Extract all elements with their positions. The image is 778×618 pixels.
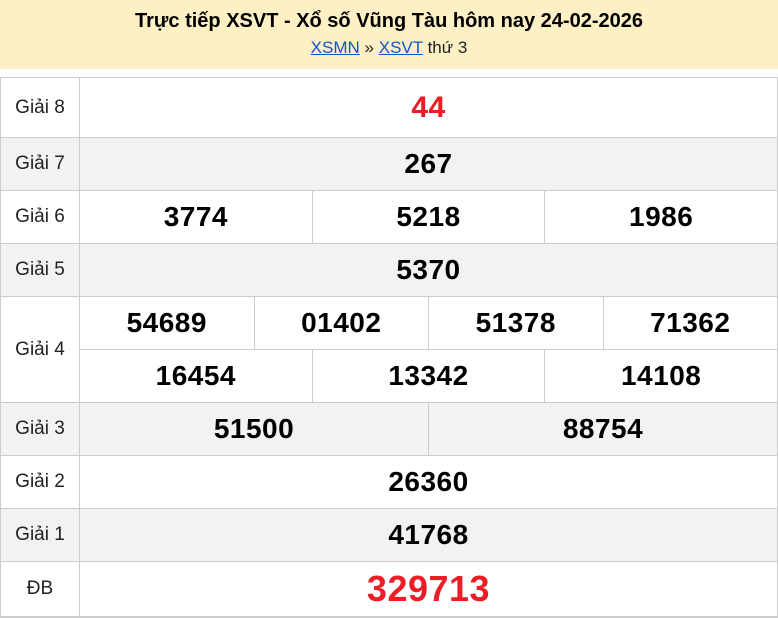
page-header: Trực tiếp XSVT - Xổ số Vũng Tàu hôm nay … bbox=[0, 0, 778, 69]
prize-line: 26360 bbox=[80, 456, 777, 508]
prize-number: 5218 bbox=[311, 191, 545, 243]
prize-numbers-giai-8: 44 bbox=[80, 78, 777, 137]
prize-line: 3774 5218 1986 bbox=[80, 191, 777, 243]
prize-number: 44 bbox=[411, 90, 446, 124]
prize-row-giai-5: Giải 5 5370 bbox=[1, 244, 777, 297]
prize-numbers-giai-6: 3774 5218 1986 bbox=[80, 191, 777, 243]
prize-number: 88754 bbox=[428, 403, 777, 455]
prize-row-giai-6: Giải 6 3774 5218 1986 bbox=[1, 191, 777, 244]
prize-number: 26360 bbox=[388, 466, 469, 497]
prize-line: 5370 bbox=[80, 244, 777, 296]
breadcrumb-link-xsvt[interactable]: XSVT bbox=[378, 38, 423, 57]
prize-numbers-giai-5: 5370 bbox=[80, 244, 777, 296]
results-table: Giải 8 44 Giải 7 267 Giải 6 3774 5218 1986 Giải … bbox=[0, 77, 778, 618]
prize-label-giai-3: Giải 3 bbox=[1, 403, 80, 455]
prize-label-giai-5: Giải 5 bbox=[1, 244, 80, 296]
prize-line: 54689 01402 51378 71362 bbox=[80, 297, 777, 349]
prize-numbers-giai-7: 267 bbox=[80, 138, 777, 190]
prize-numbers-giai-4: 54689 01402 51378 71362 16454 13342 14108 bbox=[80, 297, 777, 402]
prize-number: 5370 bbox=[396, 254, 461, 285]
prize-row-giai-2: Giải 2 26360 bbox=[1, 456, 777, 509]
prize-number: 267 bbox=[404, 148, 453, 179]
prize-line: 41768 bbox=[80, 509, 777, 561]
prize-label-giai-2: Giải 2 bbox=[1, 456, 80, 508]
prize-numbers-giai-2: 26360 bbox=[80, 456, 777, 508]
prize-row-giai-4: Giải 4 54689 01402 51378 71362 16454 13342 1410… bbox=[1, 297, 777, 403]
prize-label-db: ĐB bbox=[1, 562, 80, 616]
prize-number: 51500 bbox=[213, 413, 295, 444]
prize-number: 3774 bbox=[163, 201, 228, 232]
prize-number: 1986 bbox=[544, 191, 777, 243]
prize-line: 51500 88754 bbox=[80, 403, 777, 455]
breadcrumb-day-label: thứ 3 bbox=[427, 38, 468, 57]
prize-row-giai-8: Giải 8 44 bbox=[1, 78, 777, 138]
prize-row-giai-7: Giải 7 267 bbox=[1, 138, 777, 191]
prize-line: 329713 bbox=[80, 562, 777, 616]
prize-row-giai-1: Giải 1 41768 bbox=[1, 509, 777, 562]
prize-number: 41768 bbox=[388, 519, 469, 550]
breadcrumb-separator: » bbox=[364, 38, 374, 57]
prize-label-giai-7: Giải 7 bbox=[1, 138, 80, 190]
prize-number: 71362 bbox=[602, 297, 778, 349]
prize-number: 51378 bbox=[428, 297, 603, 349]
prize-row-giai-3: Giải 3 51500 88754 bbox=[1, 403, 777, 456]
prize-line: 267 bbox=[80, 138, 777, 190]
prize-number: 54689 bbox=[126, 307, 207, 338]
prize-number: 01402 bbox=[253, 297, 429, 349]
prize-number: 329713 bbox=[366, 568, 491, 609]
prize-number: 14108 bbox=[544, 350, 777, 402]
prize-number: 16454 bbox=[155, 360, 237, 391]
prize-label-giai-8: Giải 8 bbox=[1, 78, 80, 137]
prize-label-giai-6: Giải 6 bbox=[1, 191, 80, 243]
prize-line: 16454 13342 14108 bbox=[80, 349, 777, 402]
page-title: Trực tiếp XSVT - Xổ số Vũng Tàu hôm nay … bbox=[135, 10, 643, 32]
prize-number: 13342 bbox=[311, 350, 545, 402]
prize-label-giai-4: Giải 4 bbox=[1, 297, 80, 402]
prize-numbers-giai-1: 41768 bbox=[80, 509, 777, 561]
prize-label-giai-1: Giải 1 bbox=[1, 509, 80, 561]
breadcrumb: XSMN » XSVT thứ 3 bbox=[4, 38, 774, 58]
prize-row-db: ĐB 329713 bbox=[1, 562, 777, 617]
breadcrumb-link-xsmn[interactable]: XSMN bbox=[310, 38, 360, 57]
prize-numbers-giai-3: 51500 88754 bbox=[80, 403, 777, 455]
prize-numbers-db: 329713 bbox=[80, 562, 777, 616]
prize-line: 44 bbox=[80, 78, 777, 137]
